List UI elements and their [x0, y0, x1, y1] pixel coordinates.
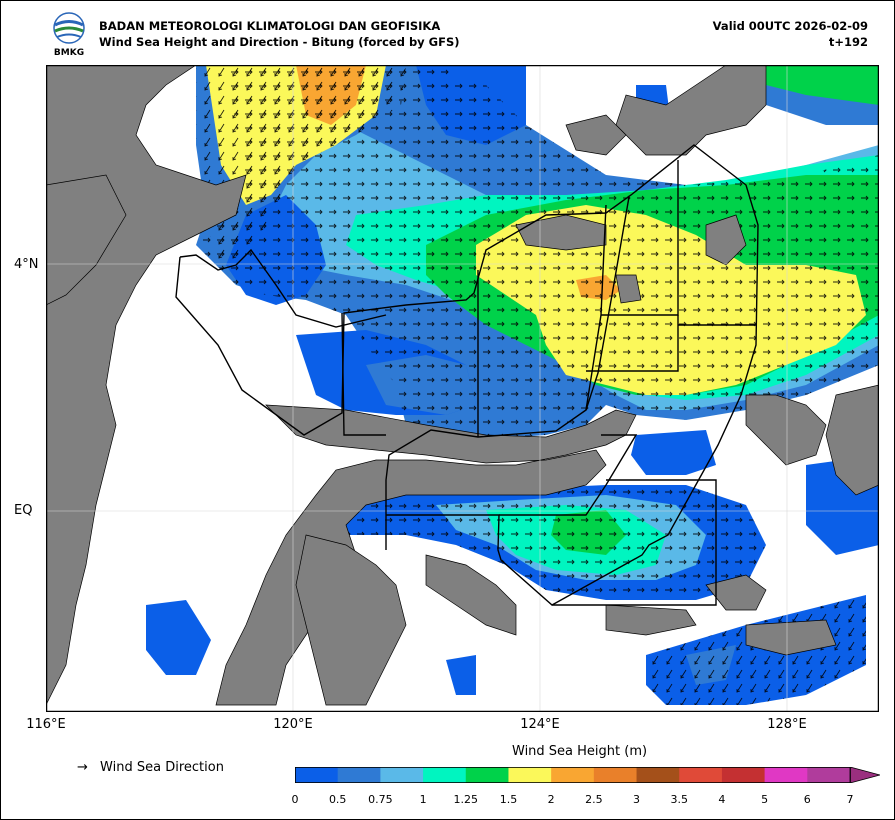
colorbar-tick-label: 0.75 [368, 793, 393, 806]
colorbar-tick-label: 1.5 [499, 793, 518, 806]
valid-time: Valid 00UTC 2026-02-09 [712, 19, 868, 33]
colorbar-tick-label: 3.5 [670, 793, 688, 806]
map-border [46, 65, 879, 712]
boundary-line-6 [601, 434, 638, 486]
direction-arrows-north [196, 65, 879, 440]
sulawesi-southwest [295, 534, 407, 706]
land [46, 65, 879, 706]
colorbar-segment [508, 767, 552, 783]
colorbar-segment [551, 767, 595, 783]
colorbar-tick-label: 4 [718, 793, 726, 806]
sulawesi-east [425, 554, 517, 636]
colorbar-title: Wind Sea Height (m) [512, 744, 648, 759]
direction-arrows-northwest [196, 65, 406, 265]
colorbar-segment [337, 767, 381, 783]
bmkg-logo: BMKG [53, 12, 85, 56]
direction-legend-label: Wind Sea Direction [100, 760, 224, 775]
sula-islands [605, 604, 697, 636]
wave-map [46, 65, 879, 712]
agency-title: BADAN METEOROLOGI KLIMATOLOGI DAN GEOFIS… [99, 19, 441, 33]
sabah-coast [46, 174, 127, 306]
colorbar-extend-arrow [849, 767, 880, 783]
boundary-line-7 [499, 484, 607, 516]
colorbar-tick-label: 0.5 [328, 793, 347, 806]
halmahera-east [825, 384, 879, 496]
direction-legend: → Wind Sea Direction [77, 760, 224, 775]
colorbar-tick-label: 6 [803, 793, 811, 806]
direction-arrows-south [331, 485, 766, 600]
forecast-area-boundaries [175, 144, 759, 606]
boundary-line-10 [179, 248, 387, 328]
colorbar-segment [593, 767, 638, 783]
colorbar-segment [679, 767, 723, 783]
sulawesi-north-arm [215, 404, 637, 706]
lon-label-120e: 120°E [273, 717, 313, 732]
lon-label-124e: 124°E [520, 717, 560, 732]
colorbar-segment [764, 767, 808, 783]
colorbar-tick-label: 1 [419, 793, 427, 806]
island-north [565, 114, 627, 156]
colorbar-tick-label: 2.5 [585, 793, 603, 806]
colorbar-tick-label: 7 [846, 793, 854, 806]
colorbar-segment [807, 767, 851, 783]
colorbar-segment [380, 767, 424, 783]
svg-text:BMKG: BMKG [54, 48, 84, 56]
forecast-lead-time: t+192 [828, 35, 868, 49]
colorbar-segment [465, 767, 509, 783]
boundary-line-4 [586, 315, 679, 372]
colorbar-tick-label: 1.25 [453, 793, 479, 806]
lat-label-eq: EQ [14, 503, 33, 518]
colorbar-segment [295, 767, 339, 783]
colorbar-segment [721, 767, 766, 783]
lon-label-116e: 116°E [26, 717, 66, 732]
lon-label-128e: 128°E [767, 717, 807, 732]
lat-label-4n: 4°N [14, 257, 39, 272]
colorbar-tick-label: 2 [547, 793, 555, 806]
talaud-islands [705, 214, 747, 266]
colorbar-outline [295, 767, 851, 783]
small-island-1 [615, 274, 642, 304]
colorbar-segment [423, 767, 467, 783]
mindanao [615, 65, 767, 156]
boundary-line-9 [341, 312, 386, 436]
boundary-line-8 [552, 479, 717, 606]
grid-lines [46, 65, 879, 712]
map-subtitle: Wind Sea Height and Direction - Bitung (… [99, 35, 460, 49]
halmahera [745, 394, 827, 466]
buru [745, 619, 837, 656]
direction-arrow-icon: → [77, 760, 88, 775]
colorbar-tick-label: 0 [291, 793, 299, 806]
boundary-outline [175, 144, 759, 606]
colorbar-tick-label: 3 [633, 793, 641, 806]
colorbar [295, 767, 880, 783]
obi-islands [705, 574, 767, 611]
colorbar-tick-label: 5 [761, 793, 769, 806]
colorbar-segment [636, 767, 680, 783]
